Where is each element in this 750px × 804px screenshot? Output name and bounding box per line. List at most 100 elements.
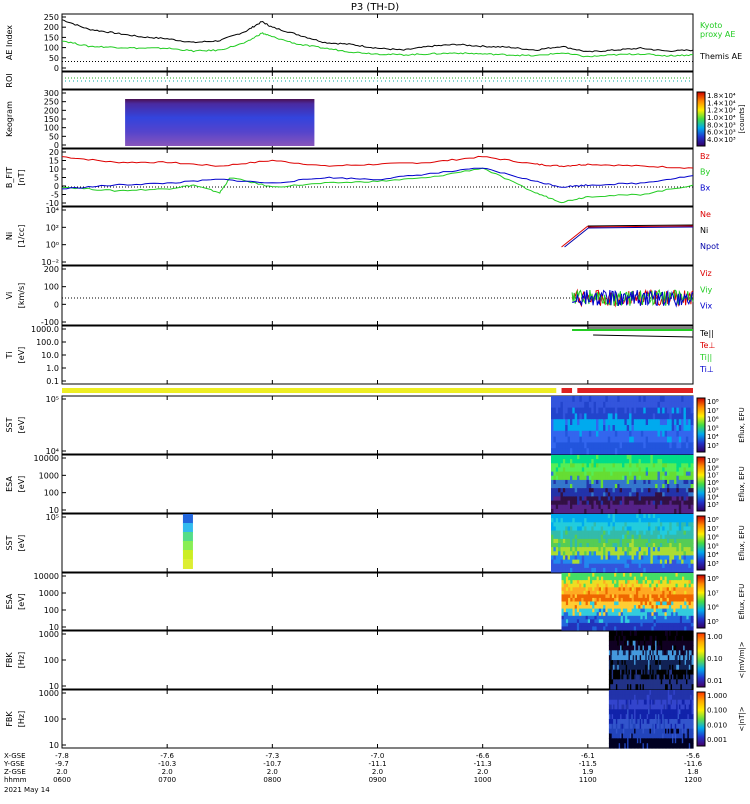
panel-11-cell <box>692 655 694 660</box>
panel-8-unit: [eV] <box>17 476 26 493</box>
panel-2-ytick-label: 200 <box>44 106 59 115</box>
panel-9-ylabel: SST <box>5 535 14 550</box>
panel-9-cell <box>691 539 694 544</box>
panel-12-ytick-label: 1000 <box>39 689 59 698</box>
panel-8-cell <box>691 459 694 464</box>
panel-0-ytick-label: 150 <box>44 33 59 42</box>
panel-9-burst-cell <box>183 514 193 524</box>
panel-2-ylabel: Keogram <box>5 101 14 137</box>
panel-10-cell <box>691 602 694 606</box>
panel-0-ylabel: AE Index <box>5 25 14 60</box>
panel-9-burst-cell <box>183 559 193 569</box>
panel-11-cell <box>692 631 694 636</box>
panel-8-ylabel: ESA <box>5 476 14 492</box>
panel-9-colorbar-label: 10⁸ <box>707 516 719 524</box>
panel-11-cell <box>692 646 694 651</box>
panel-5-legend-2: Vix <box>700 302 713 311</box>
panel-11-cell <box>692 636 694 641</box>
panel-11-cell <box>692 641 694 646</box>
panel-8-cell <box>691 467 694 472</box>
panel-2-colorbar <box>697 92 705 146</box>
panel-9-cell <box>691 560 694 565</box>
panel-8-cell <box>691 488 694 493</box>
panel-10-cell <box>691 573 694 577</box>
panel-9-cell <box>691 522 694 527</box>
panel-0-legend-themis: Themis AE <box>699 52 742 61</box>
panel-11-cell <box>692 670 694 675</box>
panel-7-colorbar-label: 10⁷ <box>707 407 719 415</box>
panel-2-colorbar-title: [counts] <box>738 104 746 133</box>
panel-7-colorbar <box>697 398 705 452</box>
panel-3-series-0 <box>62 156 693 168</box>
panel-6-ytick-label: 100.0 <box>36 338 59 347</box>
panel-8-cell <box>691 509 694 514</box>
panel-2-ytick-label: 300 <box>44 89 59 98</box>
panel-4 <box>62 207 693 265</box>
panel-11-cell <box>692 679 694 684</box>
panel-2-keogram-image <box>125 99 314 146</box>
panel-10-cell <box>691 584 694 588</box>
panel-10-cell <box>691 580 694 584</box>
panel-7-cell <box>691 396 694 402</box>
panel-8-colorbar-label: 10³ <box>707 501 719 509</box>
panel-0-ytick-label: 250 <box>44 13 59 22</box>
panel-8-colorbar-title: Eflux, EFU <box>738 466 746 501</box>
panel-6-ytick-label: 10.0 <box>41 351 59 360</box>
panel-0-ytick-label: 0 <box>54 64 59 73</box>
panel-2-ytick-label: 50 <box>49 132 59 141</box>
panel-5-legend-0: Viz <box>700 269 712 278</box>
panel-8-colorbar <box>697 457 705 511</box>
panel-7-cell <box>691 408 694 414</box>
panel-12-ytick-label: 100 <box>44 715 59 724</box>
panel-0 <box>62 14 693 71</box>
panel-2-colorbar-label: 4.0×10³ <box>707 136 736 144</box>
panel-9-cell <box>691 518 694 523</box>
panel-11-ylabel: FBK <box>5 652 14 668</box>
panel-9-colorbar-label: 10⁷ <box>707 525 719 533</box>
panel-10-cell <box>691 626 694 630</box>
panel-11-cell <box>692 650 694 655</box>
panel-9-burst-cell <box>183 541 193 551</box>
panel-10-ylabel: ESA <box>5 593 14 609</box>
panel-7-colorbar-label: 10⁴ <box>707 433 719 441</box>
panel-9-unit: [eV] <box>17 535 26 552</box>
panel-0-ytick-label: 50 <box>49 54 59 63</box>
panel-2-ytick-label: 250 <box>44 98 59 107</box>
panel-9-colorbar-label: 10⁶ <box>707 534 719 542</box>
panel-8-ytick-label: 10000 <box>34 454 59 463</box>
panel-10-ytick-label: 10000 <box>34 572 59 581</box>
panel-8-cell <box>691 501 694 506</box>
panel-10-colorbar-label: 10⁷ <box>707 589 719 597</box>
panel-5-ytick-label: 0 <box>54 300 59 309</box>
panel-9-cell <box>691 514 694 519</box>
panel-7-colorbar-label: 10⁶ <box>707 416 719 424</box>
panel-7-cell <box>691 402 694 408</box>
panel-10-colorbar-label: 10⁶ <box>707 604 719 612</box>
panel-11-colorbar <box>697 633 705 687</box>
panel-4-legend-2: Npot <box>700 242 719 251</box>
panel-0-ytick-label: 200 <box>44 23 59 32</box>
panel-8-cell <box>691 455 694 460</box>
panel-10-unit: [eV] <box>17 593 26 610</box>
panel-7-cell <box>691 413 694 419</box>
panel-6-ytick-label: 0.1 <box>46 377 59 386</box>
panel-8-cell <box>691 484 694 489</box>
panel-5-legend-1: Viy <box>700 285 713 294</box>
panel-9-burst-cell <box>183 532 193 542</box>
panel-10-colorbar-label: 10⁵ <box>707 618 719 626</box>
panel-0-legend-kyoto-a: Kyoto <box>700 21 722 30</box>
panel-3-ylabel: B_FIT <box>5 167 14 188</box>
panel-6-legend-0: Te|| <box>699 329 714 338</box>
panel-1-ylabel: ROI <box>5 73 14 87</box>
panel-7-cell <box>691 448 694 454</box>
panel-12-unit: [Hz] <box>17 711 26 727</box>
panel-4-ytick-label: 10² <box>46 223 59 232</box>
panel-3-legend-0: Bz <box>700 152 710 161</box>
panel-4-unit: [1/cc] <box>17 225 26 248</box>
panel-6-ytick-label: 1000.0 <box>31 325 59 334</box>
panel-3-series-2 <box>62 168 693 189</box>
panel-10-cell <box>691 619 694 623</box>
panel-12 <box>62 690 693 748</box>
panel-9-cell <box>691 526 694 531</box>
